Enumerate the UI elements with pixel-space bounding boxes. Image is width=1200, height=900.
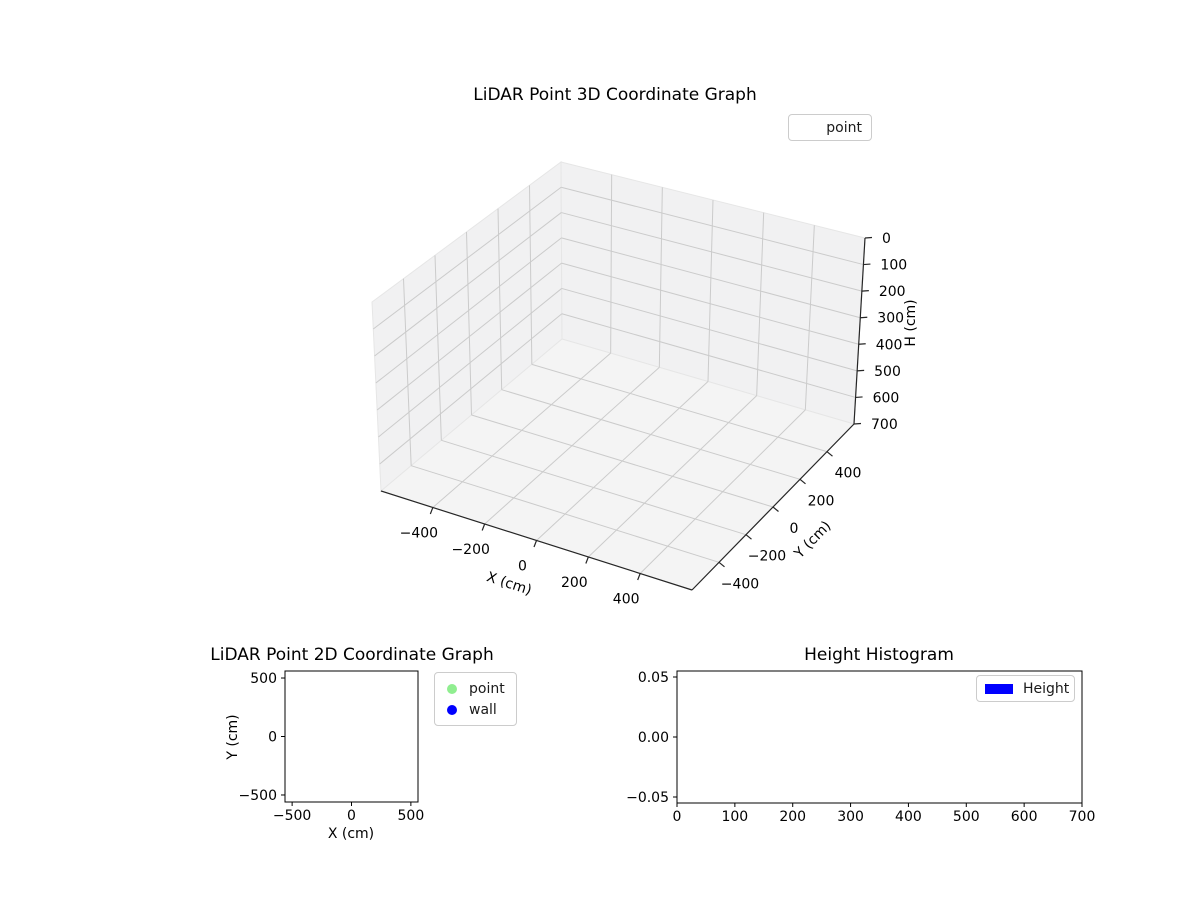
grid-line — [804, 225, 815, 410]
tick-label: 0 — [790, 521, 799, 537]
tick-label: 500 — [250, 671, 277, 687]
grid-line — [434, 255, 442, 441]
grid-line — [658, 187, 663, 368]
tick-mark — [826, 451, 833, 457]
tick-label: 400 — [613, 592, 640, 608]
tick-label: 0.05 — [638, 670, 669, 686]
tick-label: 700 — [871, 417, 898, 433]
tick-label: 300 — [837, 809, 864, 825]
plot2d-legend-wall-label: wall — [469, 701, 497, 718]
plot2d-xaxis-label: X (cm) — [327, 826, 375, 842]
plot2d-legend: point wall — [434, 672, 517, 726]
plot2d-yaxis-label: Y (cm) — [225, 714, 241, 760]
tick-label: −200 — [748, 549, 786, 565]
hist-title: Height Histogram — [804, 645, 954, 665]
tick-mark — [637, 573, 641, 581]
tick-label: 300 — [877, 311, 904, 327]
plot2d-title: LiDAR Point 2D Coordinate Graph — [210, 645, 494, 665]
tick-label: 200 — [808, 493, 835, 509]
wall-marker-icon — [447, 704, 457, 715]
tick-label: 0 — [518, 559, 527, 575]
tick-label: 400 — [835, 466, 862, 482]
tick-label: −400 — [400, 526, 438, 542]
z-axis-line-3d — [853, 237, 866, 425]
grid-line — [639, 409, 806, 574]
tick-label: 200 — [779, 809, 806, 825]
hist-legend-height-label: Height — [1023, 680, 1070, 697]
tick-label: 600 — [1011, 809, 1038, 825]
plot3d-legend-point-label: point — [826, 119, 862, 136]
tick-label: 600 — [873, 390, 900, 406]
tick-label: 500 — [874, 364, 901, 380]
hist-legend: Height — [976, 675, 1075, 702]
tick-mark — [860, 316, 868, 319]
tick-label: 200 — [561, 575, 588, 591]
height-swatch-icon — [985, 683, 1013, 694]
grid-line — [497, 208, 503, 390]
grid-line — [756, 212, 765, 396]
tick-label: 400 — [876, 337, 903, 353]
grid-line — [432, 352, 611, 508]
axes-frame-2d — [284, 670, 419, 803]
grid-line — [707, 199, 714, 382]
plot3d-zaxis-label: H (cm) — [903, 299, 919, 347]
tick-mark — [772, 506, 779, 512]
tick-mark — [745, 534, 752, 540]
grid-line — [587, 395, 758, 558]
grid-line — [484, 366, 660, 525]
tick-label: −500 — [273, 808, 311, 824]
tick-mark — [863, 263, 871, 266]
tick-label: 0.00 — [638, 730, 669, 746]
tick-mark — [853, 422, 862, 425]
tick-label: −0.05 — [626, 790, 669, 806]
tick-mark — [585, 556, 589, 564]
tick-label: −200 — [451, 542, 489, 558]
tick-mark — [429, 507, 434, 515]
tick-label: −500 — [239, 788, 277, 804]
tick-mark — [718, 561, 725, 568]
grid-line — [610, 174, 613, 354]
plot3d-title: LiDAR Point 3D Coordinate Graph — [473, 85, 757, 105]
tick-label: 500 — [398, 808, 425, 824]
tick-label: 0 — [268, 730, 277, 746]
plot3d-legend-row: point — [789, 115, 871, 140]
tick-label: 100 — [880, 258, 907, 274]
tick-mark — [855, 396, 863, 399]
tick-label: 700 — [1069, 809, 1096, 825]
plot2d-legend-row-wall: wall — [435, 699, 516, 720]
tick-mark — [857, 369, 865, 372]
tick-label: 0 — [347, 808, 356, 824]
tick-label: 400 — [895, 809, 922, 825]
tick-label: 0 — [673, 809, 682, 825]
grid-line — [466, 231, 472, 416]
tick-label: 200 — [879, 284, 906, 300]
tick-label: 100 — [721, 809, 748, 825]
point-marker-icon — [447, 683, 457, 694]
tick-mark — [864, 236, 873, 239]
plot2d-legend-row-point: point — [435, 678, 516, 699]
tick-label: 500 — [953, 809, 980, 825]
tick-mark — [481, 523, 486, 531]
tick-mark — [799, 478, 806, 485]
grid-line — [529, 185, 533, 365]
hist-legend-row: Height — [977, 676, 1074, 701]
tick-label: −400 — [721, 576, 759, 592]
plot2d-legend-point-label: point — [469, 680, 505, 697]
tick-mark — [533, 540, 538, 548]
plot3d-legend: point — [788, 114, 872, 141]
grid-line — [403, 278, 412, 466]
tick-mark — [861, 290, 869, 292]
tick-label: 0 — [882, 231, 891, 247]
tick-mark — [858, 343, 866, 345]
grid-line — [536, 381, 709, 541]
